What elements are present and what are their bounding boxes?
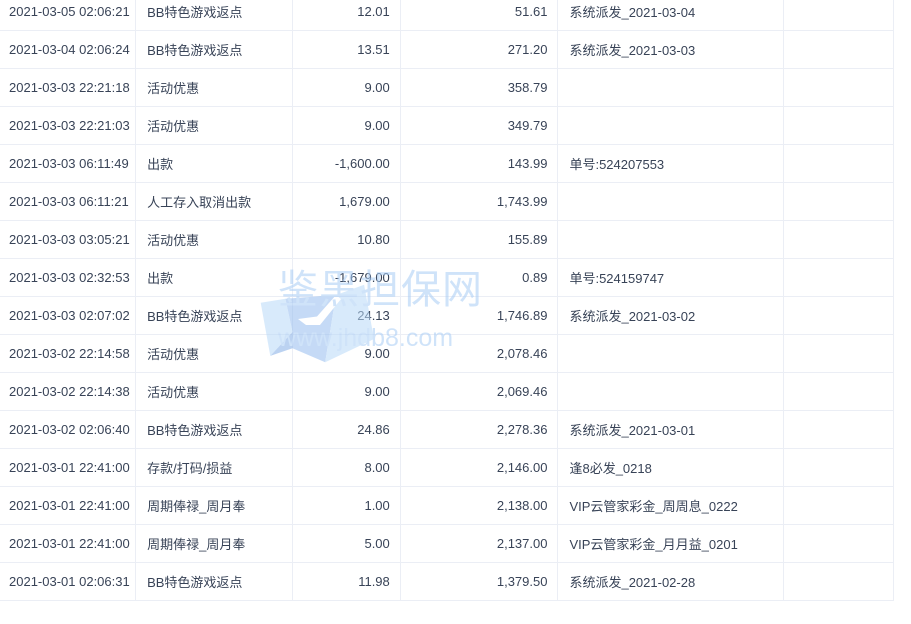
- svg-text:鉴黑担保网: 鉴黑担保网: [278, 268, 483, 312]
- svg-text:www.jhdb8.com: www.jhdb8.com: [277, 324, 453, 352]
